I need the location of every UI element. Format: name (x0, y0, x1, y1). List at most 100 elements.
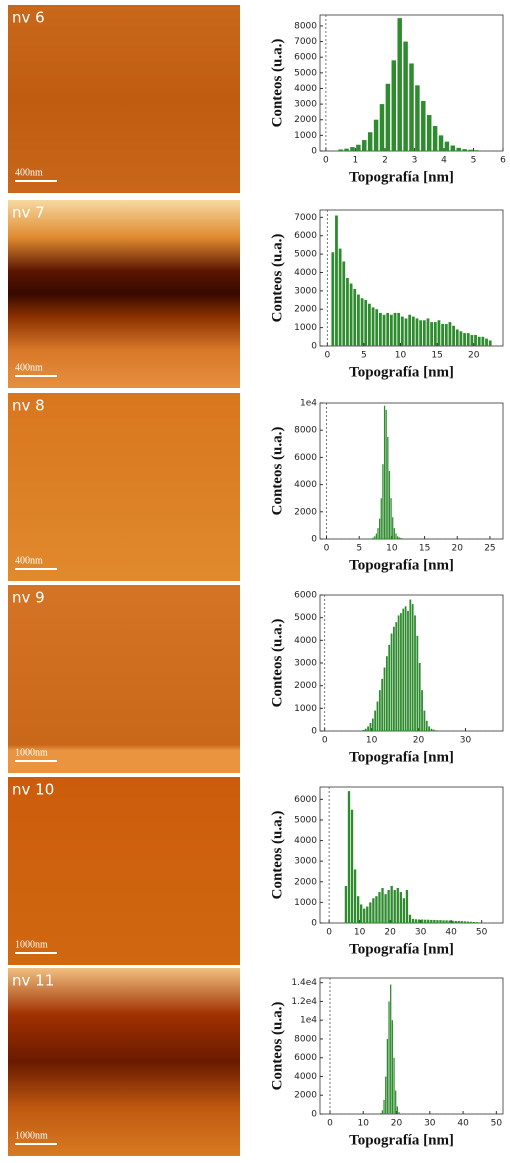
bar (412, 604, 414, 731)
bar (445, 142, 449, 151)
x-tick-label: 20 (384, 928, 396, 938)
bar (335, 216, 338, 346)
bar (478, 337, 481, 346)
x-axis-label: Topografía [nm] (349, 1132, 454, 1148)
bar (438, 320, 441, 346)
bar (398, 1112, 399, 1114)
bar (412, 317, 415, 346)
bar (470, 922, 472, 923)
bar (405, 606, 407, 731)
x-tick-label: 40 (457, 1119, 469, 1129)
bar (485, 339, 488, 346)
bar (356, 145, 360, 151)
bar (408, 315, 411, 346)
bar (362, 140, 366, 151)
y-tick-label: 4000 (294, 836, 317, 846)
bar (431, 729, 433, 731)
y-tick-label: 8000 (294, 1034, 317, 1044)
bar (394, 313, 397, 346)
bar (369, 902, 371, 923)
bar (344, 149, 348, 151)
bar (397, 536, 398, 539)
y-tick-label: 3000 (294, 659, 317, 669)
y-tick-label: 4000 (294, 636, 317, 646)
bar (372, 307, 375, 346)
y-tick-label: 6000 (294, 795, 317, 805)
x-tick-label: 0 (323, 156, 329, 166)
bar (448, 921, 450, 923)
afm-image (8, 968, 240, 1156)
x-tick-label: 1 (353, 156, 359, 166)
bar (387, 437, 388, 539)
bar (456, 148, 460, 151)
plot-frame (320, 595, 503, 731)
bar (467, 922, 469, 923)
x-tick-label: 3 (412, 156, 418, 166)
bar (407, 611, 409, 731)
scale-bar-label: 400nm (15, 555, 43, 566)
bar (489, 340, 492, 346)
bar (342, 261, 345, 346)
bar (357, 896, 359, 923)
y-axis-label: Conteos (u.a.) (269, 39, 285, 128)
bar (339, 249, 342, 346)
y-tick-label: 5000 (294, 68, 317, 78)
bar (403, 898, 405, 923)
panel-label: nv 7 (12, 204, 45, 222)
bar (406, 890, 408, 923)
bar (424, 920, 426, 923)
bar (353, 289, 356, 346)
x-tick-label: 0 (324, 351, 330, 361)
y-tick-label: 4000 (294, 84, 317, 94)
bar (351, 810, 353, 923)
bar (455, 921, 457, 923)
afm-image (8, 777, 240, 965)
x-tick-label: 5 (471, 156, 477, 166)
bar (366, 907, 368, 923)
bar (375, 309, 378, 346)
bar (449, 322, 452, 346)
x-tick-label: 40 (445, 928, 457, 938)
bar (427, 920, 429, 923)
x-tick-label: 15 (431, 351, 442, 361)
bar (398, 615, 400, 731)
bar (379, 519, 380, 539)
plot-frame (320, 978, 503, 1114)
bar (427, 115, 431, 151)
bar (386, 84, 390, 151)
bar (391, 634, 393, 731)
bar (460, 331, 463, 346)
y-tick-label: 6000 (294, 1053, 317, 1063)
bar (474, 150, 478, 151)
x-axis-label: Topografía [nm] (349, 749, 454, 765)
bar (409, 915, 411, 923)
bar (419, 320, 422, 346)
bar (402, 538, 403, 539)
y-tick-label: 5000 (294, 613, 317, 623)
y-tick-label: 2000 (294, 1091, 317, 1101)
bar (441, 324, 444, 346)
x-tick-label: 10 (386, 544, 398, 554)
y-tick-label: 2000 (294, 115, 317, 125)
bar (338, 149, 342, 151)
x-tick-label: 25 (484, 544, 495, 554)
bar (416, 636, 418, 731)
bar (451, 146, 455, 151)
bar (387, 1039, 388, 1114)
bar (331, 252, 334, 346)
y-axis-label: Conteos (u.a.) (269, 427, 285, 516)
bar (433, 730, 435, 731)
x-tick-label: 20 (391, 1119, 403, 1129)
y-tick-label: 3000 (294, 286, 317, 296)
bar (445, 324, 448, 346)
bar (427, 318, 430, 346)
bar (419, 663, 421, 731)
bar (391, 886, 393, 923)
bar (435, 730, 437, 731)
figure: nv 6400nm0100020003000400050006000700080… (0, 0, 510, 1163)
bar (397, 888, 399, 923)
bar (416, 318, 419, 346)
bar (350, 284, 353, 346)
bar (377, 702, 379, 731)
y-tick-label: 2000 (294, 681, 317, 691)
